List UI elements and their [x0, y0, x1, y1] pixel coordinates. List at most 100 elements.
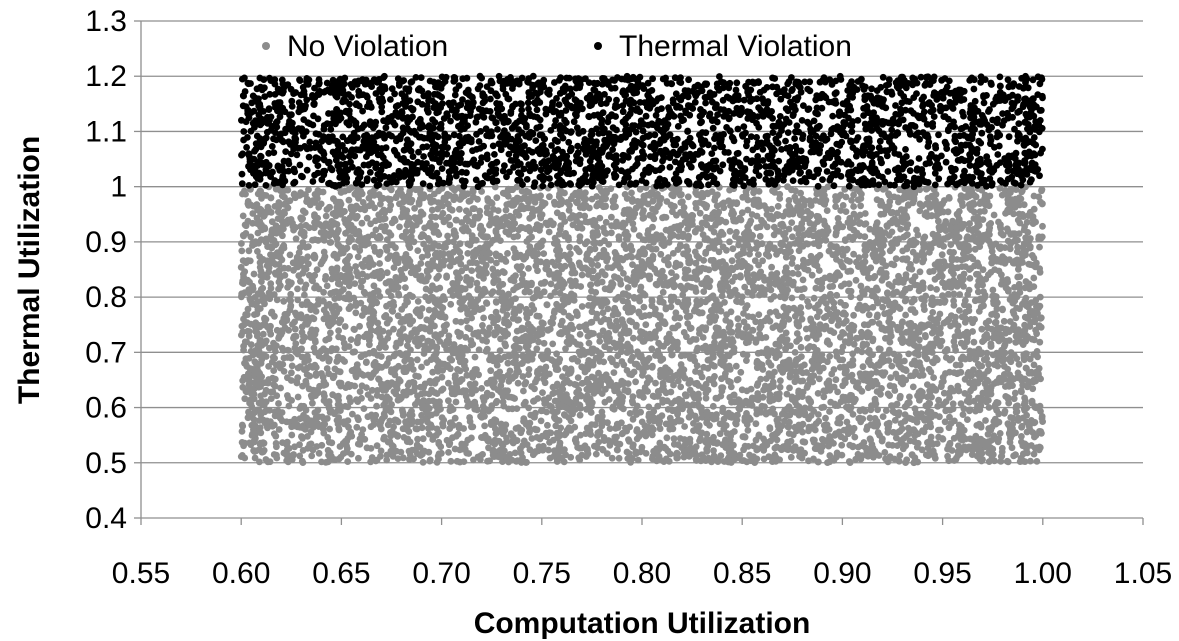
data-point: [478, 385, 485, 392]
data-point: [662, 455, 670, 463]
data-point: [521, 380, 529, 388]
data-point: [1013, 293, 1021, 301]
data-point: [692, 259, 700, 267]
data-point: [730, 441, 737, 449]
data-point: [434, 452, 442, 460]
data-point: [876, 345, 884, 353]
data-point: [983, 331, 990, 338]
data-point: [976, 296, 983, 304]
data-point: [445, 397, 452, 405]
data-point: [670, 435, 678, 443]
data-point: [418, 363, 425, 371]
data-point: [993, 399, 1001, 407]
data-point: [561, 412, 569, 419]
data-point: [265, 376, 273, 383]
data-point: [464, 227, 472, 235]
data-point: [662, 305, 670, 313]
data-point: [523, 344, 531, 351]
data-point: [952, 361, 960, 369]
data-point: [423, 268, 431, 276]
data-point: [418, 253, 426, 261]
data-point: [816, 368, 823, 375]
data-point: [357, 299, 365, 307]
data-point: [890, 261, 898, 269]
data-point: [928, 212, 936, 219]
data-point: [686, 338, 694, 345]
data-point: [239, 377, 247, 384]
data-point: [1032, 297, 1040, 304]
data-point: [391, 217, 399, 225]
data-point: [959, 411, 967, 418]
data-point: [371, 358, 379, 366]
data-point: [289, 223, 297, 230]
data-point: [596, 214, 604, 222]
data-point: [320, 420, 327, 428]
data-point: [864, 329, 872, 336]
data-point: [609, 356, 616, 364]
data-point: [946, 413, 953, 421]
data-point: [531, 449, 539, 457]
data-point: [633, 276, 640, 284]
data-point: [270, 430, 278, 438]
data-point: [978, 325, 986, 333]
data-point: [702, 248, 710, 256]
data-point: [287, 353, 294, 361]
data-point: [588, 345, 596, 353]
data-point: [285, 278, 292, 286]
data-point: [310, 254, 318, 262]
data-point: [601, 315, 608, 323]
data-point: [239, 231, 247, 239]
data-point: [797, 343, 805, 351]
data-point: [457, 305, 465, 313]
data-point: [602, 218, 610, 226]
data-point: [576, 341, 584, 349]
data-point: [413, 356, 421, 364]
data-point: [762, 334, 770, 341]
data-point: [930, 374, 937, 381]
data-point: [411, 401, 419, 408]
data-point: [996, 185, 1004, 192]
data-point: [833, 352, 841, 360]
data-point: [1024, 383, 1031, 391]
data-point: [547, 280, 555, 288]
data-point: [457, 318, 465, 326]
data-point: [311, 213, 318, 220]
data-point: [362, 359, 370, 366]
data-point: [452, 216, 460, 224]
data-point: [676, 241, 684, 249]
data-point: [1020, 356, 1028, 364]
data-point: [815, 375, 823, 383]
data-point: [307, 363, 314, 370]
data-point: [277, 384, 284, 392]
data-point: [642, 321, 650, 329]
data-point: [832, 229, 840, 237]
data-point: [847, 293, 855, 301]
data-point: [901, 411, 909, 418]
data-point: [628, 189, 635, 197]
data-point: [810, 294, 818, 302]
data-point: [526, 227, 534, 235]
data-point: [613, 361, 620, 369]
data-point: [929, 309, 937, 316]
data-point: [813, 262, 821, 270]
data-point: [785, 423, 793, 431]
data-point: [619, 393, 627, 401]
data-point: [541, 379, 549, 387]
data-point: [971, 316, 978, 323]
data-point: [953, 256, 961, 263]
data-point: [794, 270, 802, 278]
data-point: [446, 262, 454, 270]
data-point: [438, 414, 446, 421]
data-point: [772, 308, 780, 316]
data-point: [999, 305, 1006, 313]
data-point: [826, 408, 833, 415]
data-point: [857, 418, 865, 426]
data-point: [677, 199, 685, 206]
data-point: [514, 379, 522, 387]
data-point: [728, 278, 736, 285]
data-point: [884, 289, 891, 297]
data-point: [935, 217, 942, 225]
data-point: [497, 356, 504, 363]
data-point: [951, 342, 959, 350]
data-point: [477, 292, 485, 299]
